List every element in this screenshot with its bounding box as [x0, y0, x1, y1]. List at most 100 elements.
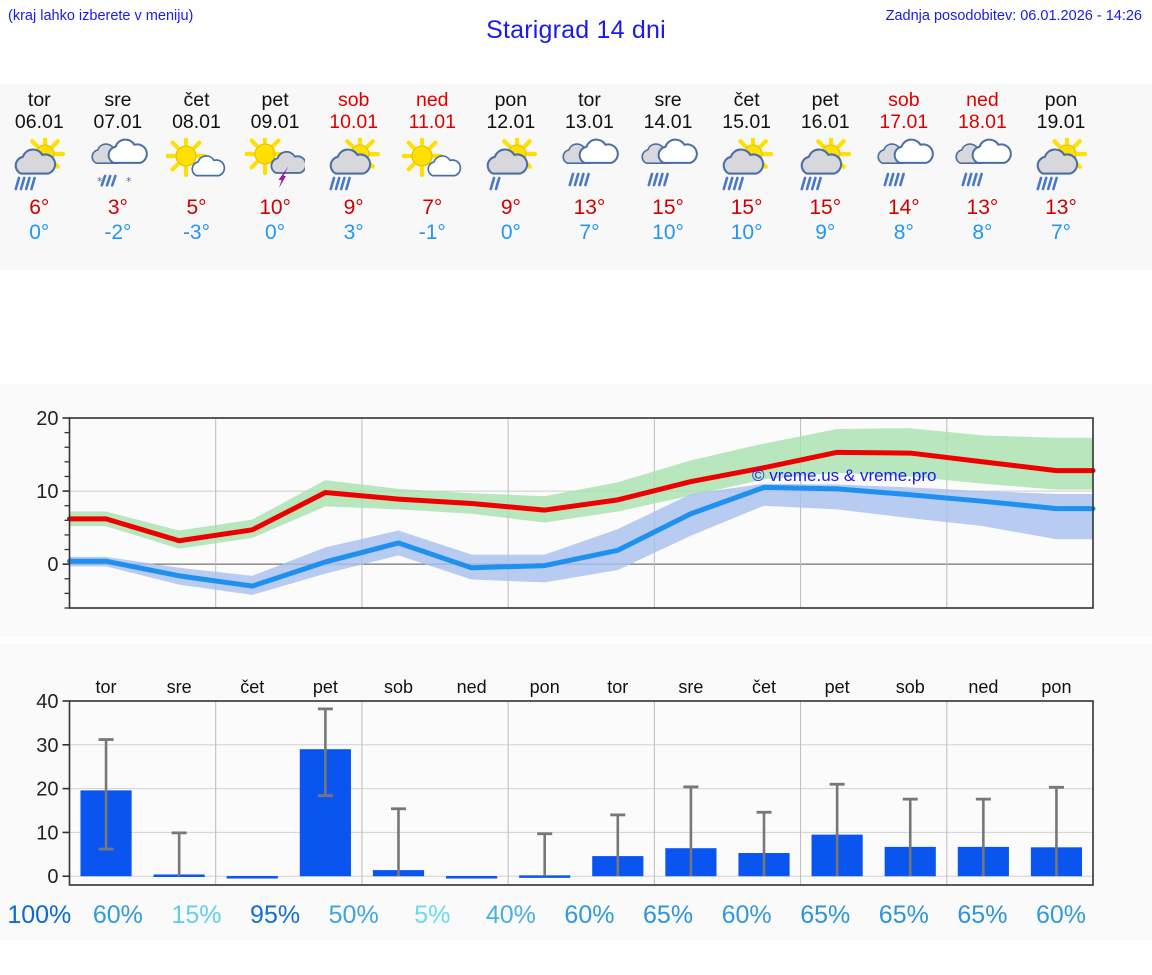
- day-column[interactable]: ned 18.01 13° 8°: [943, 84, 1022, 270]
- svg-text:20: 20: [36, 779, 58, 801]
- temperature-min: 7°: [579, 221, 600, 244]
- svg-text:20: 20: [36, 408, 58, 430]
- day-column[interactable]: tor 13.01 13° 7°: [550, 84, 629, 270]
- precipitation-probability: 65%: [957, 901, 1008, 929]
- sun-cloud-icon: [166, 138, 226, 178]
- temperature-max: 13°: [1045, 196, 1077, 219]
- weather-icon-wrap: [943, 137, 1022, 195]
- precipitation-probability: 60%: [721, 901, 772, 929]
- temperature-max: 10°: [259, 196, 291, 219]
- weather-icon-wrap: [865, 137, 944, 195]
- precip-day-label: tor: [607, 677, 628, 697]
- temperature-max: 3°: [107, 196, 128, 219]
- temperature-min: 10°: [652, 221, 684, 244]
- day-name: pet: [261, 89, 289, 111]
- precipitation-probability: 65%: [800, 901, 851, 929]
- day-date: 12.01: [486, 111, 536, 133]
- day-column[interactable]: sre 14.01 15° 10°: [629, 84, 708, 270]
- precip-day-label: ned: [968, 677, 998, 697]
- cloud-rain-icon: [562, 138, 620, 187]
- footer-band: [0, 940, 1152, 975]
- page-title: Starigrad 14 dni: [486, 16, 666, 44]
- sun-cloud-rain-icon: [800, 138, 852, 191]
- day-name: pon: [494, 89, 528, 111]
- weather-icon-wrap: [1022, 137, 1101, 195]
- sun-cloud-thunder-icon: [245, 138, 306, 188]
- temperature-min: 8°: [972, 221, 993, 244]
- day-name: ned: [415, 89, 449, 111]
- svg-text:*: *: [126, 175, 132, 188]
- sun-cloud-rain-icon: [722, 138, 773, 191]
- temperature-max: 6°: [29, 196, 50, 219]
- day-date: 08.01: [172, 111, 221, 133]
- precip-day-label: pon: [1041, 677, 1071, 697]
- svg-text:*: *: [97, 175, 103, 188]
- temperature-min: 3°: [343, 221, 364, 244]
- temperature-max: 14°: [887, 196, 920, 219]
- sun-cloud-icon: [402, 138, 462, 178]
- day-date: 17.01: [879, 111, 929, 133]
- temperature-min: 10°: [730, 221, 763, 244]
- day-column[interactable]: tor 06.01 6° 0°: [0, 84, 79, 270]
- precip-day-label: pet: [825, 677, 850, 697]
- weather-icon-wrap: [786, 137, 865, 195]
- temperature-min: -1°: [418, 221, 446, 244]
- copyright-label: © vreme.us & vreme.pro: [752, 466, 937, 485]
- precipitation-probability: 60%: [92, 901, 143, 929]
- precipitation-probability: 60%: [1035, 901, 1087, 929]
- sun-cloud-rain-icon: [1036, 138, 1088, 191]
- day-column[interactable]: sob 10.01 9° 3°: [314, 84, 393, 270]
- sun-cloud-rain-icon: [14, 138, 66, 191]
- precip-day-label: tor: [96, 677, 117, 697]
- day-date: 07.01: [93, 111, 143, 133]
- svg-text:10: 10: [36, 481, 58, 503]
- day-column[interactable]: pet 09.01 10° 0°: [236, 84, 315, 270]
- precipitation-probability: 100%: [7, 901, 72, 929]
- precipitation-probability: 95%: [250, 901, 301, 929]
- spacer-band: [0, 270, 1152, 384]
- precipitation-probability: 15%: [171, 901, 222, 929]
- day-date: 10.01: [329, 111, 379, 133]
- day-date: 09.01: [250, 111, 300, 133]
- temperature-min: 8°: [893, 221, 914, 244]
- day-column[interactable]: pon 12.01 9° 0°: [472, 84, 551, 270]
- precip-day-label: pon: [530, 677, 560, 697]
- precipitation-bar: [446, 876, 498, 879]
- svg-text:0: 0: [47, 866, 58, 888]
- temperature-min: -3°: [182, 221, 211, 244]
- day-name: sob: [337, 89, 370, 111]
- day-column[interactable]: pon 19.01 13° 7°: [1022, 84, 1101, 270]
- precip-day-label: sob: [896, 677, 925, 697]
- precip-day-label: ned: [457, 677, 487, 697]
- cloud-rain-icon: [641, 138, 698, 187]
- weather-icon-wrap: [0, 137, 79, 195]
- weather-icon-wrap: [314, 137, 393, 195]
- day-name: ned: [966, 89, 999, 111]
- temperature-max: 7°: [422, 196, 443, 219]
- precip-day-label: sre: [167, 677, 192, 697]
- temperature-min: 7°: [1050, 221, 1072, 244]
- temperature-max: 15°: [809, 196, 842, 219]
- day-name: pet: [811, 89, 839, 111]
- day-column[interactable]: sre 07.01 * * 3° -2°: [79, 84, 158, 270]
- day-column[interactable]: ned 11.01 7° -1°: [393, 84, 472, 270]
- precipitation-probability: 5%: [414, 901, 451, 929]
- day-date: 14.01: [643, 111, 693, 133]
- sun-cloud-rain-light-icon: [486, 138, 537, 191]
- day-column[interactable]: sob 17.01 14° 8°: [865, 84, 944, 270]
- weather-icon-wrap: * *: [79, 137, 158, 195]
- day-name: tor: [578, 89, 601, 111]
- menu-hint: (kraj lahko izberete v meniju): [8, 8, 194, 24]
- temperature-max: 5°: [186, 196, 207, 219]
- svg-text:30: 30: [36, 735, 58, 757]
- day-column[interactable]: čet 08.01 5° -3°: [157, 84, 236, 270]
- day-name: pon: [1044, 89, 1078, 111]
- day-column[interactable]: pet 16.01 15° 9°: [786, 84, 865, 270]
- last-updated-label: Zadnja posodobitev: 06.01.2026 - 14:26: [885, 8, 1142, 24]
- day-date: 15.01: [722, 111, 772, 133]
- precipitation-probability: 60%: [564, 901, 615, 929]
- day-column[interactable]: čet 15.01 15° 10°: [707, 84, 786, 270]
- daily-forecast-strip: tor 06.01 6° 0° sre 07.01 * * 3° -2° čet 08.01 5°…: [0, 84, 1152, 270]
- precipitation-bar-chart: tor sre čet pet sob ned pon tor sre čet pet sob ned p…: [0, 644, 1152, 940]
- svg-text:0: 0: [47, 554, 58, 576]
